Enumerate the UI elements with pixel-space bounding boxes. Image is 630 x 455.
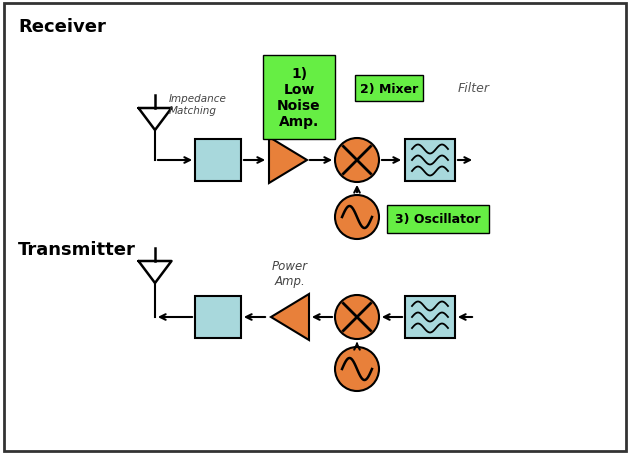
Text: 3) Oscillator: 3) Oscillator [395, 213, 481, 226]
Bar [195, 296, 241, 338]
Text: Impedance
Matching: Impedance Matching [169, 94, 227, 116]
Circle shape [335, 347, 379, 391]
Bar [263, 56, 335, 140]
Text: Filter: Filter [458, 82, 490, 95]
Text: 1)
Low
Noise
Amp.: 1) Low Noise Amp. [277, 66, 321, 129]
Circle shape [335, 196, 379, 239]
Circle shape [335, 295, 379, 339]
Text: Power
Amp.: Power Amp. [272, 259, 308, 288]
Bar [387, 206, 489, 233]
Bar [405, 296, 455, 338]
Bar [355, 76, 423, 102]
Polygon shape [271, 294, 309, 340]
Text: Receiver: Receiver [18, 18, 106, 36]
Text: 2) Mixer: 2) Mixer [360, 82, 418, 95]
Bar [195, 140, 241, 182]
Text: Transmitter: Transmitter [18, 241, 136, 258]
Bar [405, 140, 455, 182]
Circle shape [335, 139, 379, 182]
Polygon shape [269, 138, 307, 184]
